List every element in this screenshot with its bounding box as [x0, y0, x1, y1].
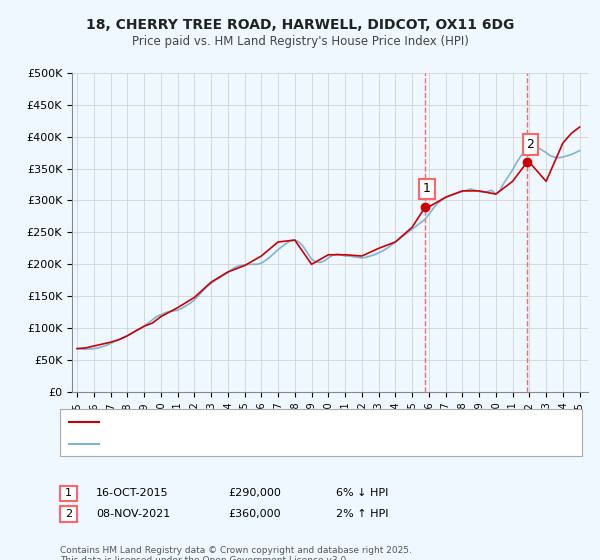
- Text: 18, CHERRY TREE ROAD, HARWELL, DIDCOT, OX11 6DG: 18, CHERRY TREE ROAD, HARWELL, DIDCOT, O…: [86, 18, 514, 32]
- Text: £360,000: £360,000: [228, 509, 281, 519]
- Text: 18, CHERRY TREE ROAD, HARWELL, DIDCOT, OX11 6DG (semi-detached house): 18, CHERRY TREE ROAD, HARWELL, DIDCOT, O…: [105, 417, 493, 427]
- Text: 16-OCT-2015: 16-OCT-2015: [96, 488, 169, 498]
- Text: 6% ↓ HPI: 6% ↓ HPI: [336, 488, 388, 498]
- Text: 2: 2: [526, 138, 535, 151]
- Text: HPI: Average price, semi-detached house, Vale of White Horse: HPI: Average price, semi-detached house,…: [105, 439, 409, 449]
- Text: 1: 1: [423, 183, 431, 195]
- Text: 2% ↑ HPI: 2% ↑ HPI: [336, 509, 389, 519]
- Text: Price paid vs. HM Land Registry's House Price Index (HPI): Price paid vs. HM Land Registry's House …: [131, 35, 469, 49]
- Text: Contains HM Land Registry data © Crown copyright and database right 2025.
This d: Contains HM Land Registry data © Crown c…: [60, 546, 412, 560]
- Text: 1: 1: [65, 488, 72, 498]
- Text: 2: 2: [65, 509, 72, 519]
- Text: 08-NOV-2021: 08-NOV-2021: [96, 509, 170, 519]
- Text: £290,000: £290,000: [228, 488, 281, 498]
